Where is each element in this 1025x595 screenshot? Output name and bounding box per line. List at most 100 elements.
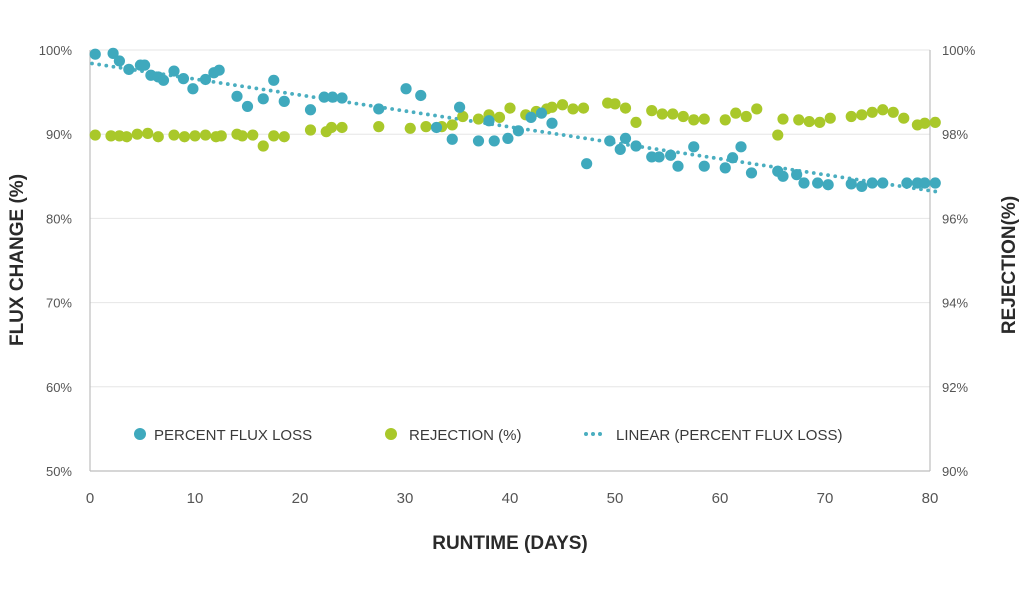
x-axis-title: RUNTIME (DAYS) (432, 533, 588, 554)
left-y-tick-label: 70% (46, 296, 72, 311)
trendline-dot (497, 123, 502, 128)
flux-loss-point (446, 133, 458, 145)
flux-loss-point (454, 101, 466, 113)
trendline-dot (840, 175, 845, 180)
trendline-dot (768, 164, 773, 169)
legend-flux-marker (134, 428, 146, 440)
trendline-dot (526, 127, 530, 132)
trendline-dot (926, 188, 931, 193)
trendline-dot (283, 90, 287, 95)
rejection-point (567, 103, 579, 115)
trendline-dot (354, 101, 359, 106)
trendline-dot (418, 111, 423, 116)
flux-loss-point (231, 90, 243, 102)
trendline-dot (547, 130, 552, 135)
x-tick-label: 20 (292, 490, 309, 507)
trendline-dot (504, 124, 509, 129)
x-tick-label: 0 (86, 490, 94, 507)
flux-loss-point (581, 158, 593, 170)
rejection-point (457, 110, 469, 123)
rejection-point (178, 131, 191, 143)
trendline-dot (597, 138, 602, 143)
rejection-point (121, 131, 133, 143)
rejection-point (215, 130, 227, 142)
rejection-point (472, 113, 485, 125)
flux-loss-point (877, 177, 889, 189)
left-y-tick-label: 60% (46, 380, 72, 395)
rejection-point (877, 104, 889, 116)
x-tick-labels: 0 10 20 30 40 50 60 70 80 (86, 490, 939, 507)
flux-loss-point (257, 93, 269, 105)
gridlines (90, 49, 930, 388)
flux-loss-point (123, 63, 135, 75)
flux-loss-point (177, 73, 190, 85)
trendline-dot (268, 88, 273, 93)
trendline-dot (118, 65, 123, 70)
flux-loss-point (326, 91, 339, 103)
flux-loss-point (735, 141, 747, 153)
rejection-point (856, 109, 868, 121)
right-y-tick-labels: 90% 92% 94% 96% 98% 100% (942, 43, 976, 479)
rejection-point (577, 102, 590, 114)
trendline-dot (661, 148, 666, 153)
trendline-dot (240, 84, 244, 89)
rejection-point (336, 121, 348, 134)
flux-loss-point (336, 92, 348, 104)
trendline-dot (425, 112, 430, 117)
rejection-point (824, 112, 836, 124)
rejection-point (719, 114, 731, 126)
trendline-dot (104, 63, 109, 68)
trendline-dot (211, 80, 216, 84)
trendline-dot (804, 170, 809, 174)
trendline-dot (397, 108, 402, 113)
flux-loss-point (488, 135, 500, 147)
rejection-point (420, 121, 432, 133)
flux-loss-point (614, 143, 626, 155)
flux-loss-point (304, 104, 317, 116)
rejection-point (546, 101, 558, 113)
flux-loss-point (630, 140, 642, 152)
trendline-dot (583, 136, 587, 141)
left-y-tick-label: 100% (39, 43, 73, 58)
rejection-point (257, 140, 269, 152)
rejection-point (189, 130, 201, 142)
trendline-dot (676, 150, 680, 155)
legend-flux-label: PERCENT FLUX LOSS (154, 427, 312, 444)
trendline-dot (254, 86, 259, 91)
trendline-dot (554, 132, 559, 136)
right-y-tick-label: 96% (942, 211, 968, 226)
right-y-tick-label: 92% (942, 380, 968, 395)
trendline-dot (361, 102, 366, 107)
rejection-point (929, 116, 941, 129)
left-y-tick-label: 90% (46, 127, 72, 142)
rejection-point (504, 102, 516, 114)
rejection-point (142, 127, 154, 139)
rejection-point (168, 129, 180, 141)
flux-loss-point (665, 149, 677, 161)
trendline-layer (90, 61, 938, 194)
flux-loss-point (512, 125, 525, 137)
flux-loss-point (791, 169, 803, 181)
trendline-dot (261, 87, 266, 92)
legend-rejection-label: REJECTION (%) (409, 427, 522, 444)
flux-loss-point (241, 100, 254, 113)
flux-loss-point (483, 115, 495, 127)
trendline-dot (683, 151, 688, 156)
x-tick-label: 30 (397, 490, 414, 507)
flux-loss-point (856, 180, 868, 193)
x-tick-label: 40 (502, 490, 519, 507)
rejection-point (304, 124, 317, 136)
trendline-dot (390, 107, 395, 111)
rejection-point (772, 129, 784, 141)
trendline-dot (718, 157, 723, 161)
flux-loss-point (777, 170, 789, 182)
rejection-point (919, 117, 931, 129)
trendline-dot (897, 184, 902, 188)
rejection-point (814, 116, 826, 129)
trendline-dot (647, 146, 652, 150)
legend-trend-label: LINEAR (PERCENT FLUX LOSS) (616, 427, 842, 444)
left-y-tick-label: 80% (46, 211, 72, 226)
rejection-point (656, 108, 668, 120)
flux-loss-point (139, 59, 151, 71)
